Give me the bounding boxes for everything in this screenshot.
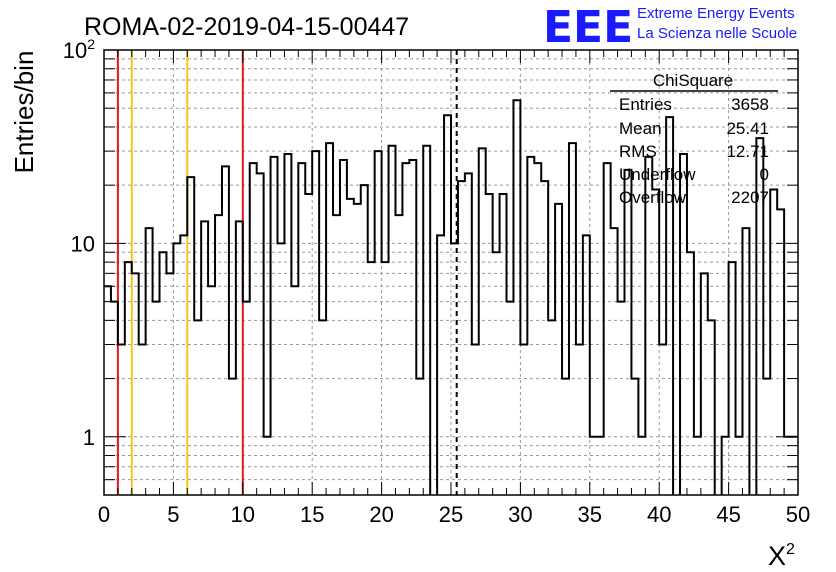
histogram-series (104, 99, 798, 495)
x-tick-label: 10 (231, 502, 255, 527)
x-tick-label: 40 (647, 502, 671, 527)
stats-label-entries: Entries (619, 95, 672, 114)
histogram-outline (104, 99, 798, 495)
stats-label-overflow: Overflow (619, 188, 687, 207)
stats-value-overflow: 2207 (731, 188, 769, 207)
stats-title: ChiSquare (653, 71, 733, 90)
y-tick-label: 10 (71, 231, 95, 256)
stats-box: ChiSquare Entries 3658 Mean 25.41 RMS 12… (610, 71, 778, 207)
x-tick-label: 0 (98, 502, 110, 527)
y-tick-label: 1 (83, 425, 95, 450)
axis-ticks (103, 49, 799, 495)
org-line-1: Extreme Energy Events (637, 5, 795, 22)
stats-value-underflow: 0 (760, 165, 769, 184)
eee-logo: EEE (543, 2, 633, 53)
stats-label-mean: Mean (619, 119, 662, 138)
stats-label-underflow: Underflow (619, 165, 696, 184)
stats-label-rms: RMS (619, 142, 657, 161)
stats-value-entries: 3658 (731, 95, 769, 114)
y-axis-label: Entries/bin (9, 51, 39, 174)
x-tick-label: 45 (716, 502, 740, 527)
run-title: ROMA-02-2019-04-15-00447 (84, 13, 409, 41)
y-tick-label: 102 (63, 36, 95, 63)
x-tick-label: 30 (508, 502, 532, 527)
stats-value-rms: 12.71 (726, 142, 769, 161)
x-axis-label: X2 (768, 541, 795, 571)
x-tick-label: 20 (369, 502, 393, 527)
x-tick-label: 5 (167, 502, 179, 527)
x-tick-label: 15 (300, 502, 324, 527)
x-tick-label: 25 (439, 502, 463, 527)
stats-value-mean: 25.41 (726, 119, 769, 138)
x-tick-label: 50 (786, 502, 810, 527)
org-line-2: La Scienza nelle Scuole (637, 25, 797, 42)
x-tick-label: 35 (578, 502, 602, 527)
